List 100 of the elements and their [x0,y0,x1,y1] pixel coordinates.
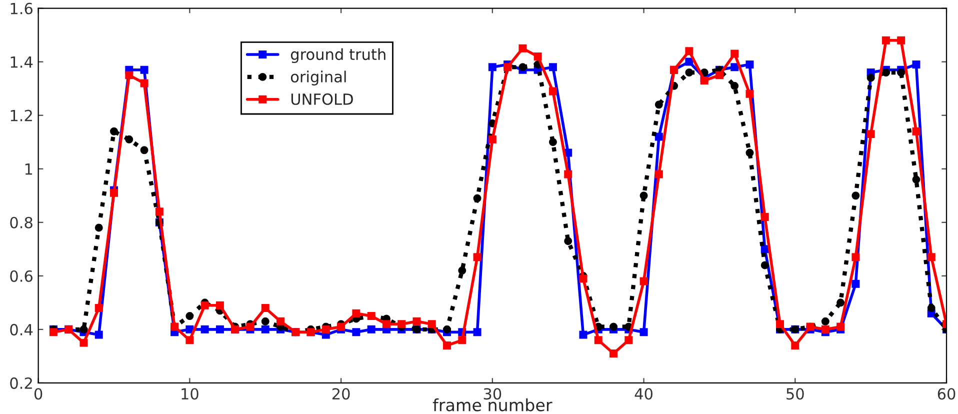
point [398,320,406,328]
point [776,320,784,328]
point [186,325,194,334]
point [261,304,270,312]
point [216,325,224,334]
point [897,36,906,44]
point [110,127,118,136]
point [579,330,588,339]
point [352,328,360,336]
point [261,325,270,334]
point [200,301,209,310]
point [852,253,860,262]
point [852,280,860,288]
point [186,312,194,320]
point [897,68,906,76]
point [640,277,648,286]
point [610,350,618,358]
point [337,322,346,331]
point [382,320,390,328]
legend-label: ground truth [290,48,386,64]
point [140,66,148,74]
point [488,63,496,72]
point [654,170,663,178]
point [791,341,800,350]
point [94,304,103,312]
point [700,76,708,85]
point [200,325,209,334]
x-tick-label: 20 [332,388,350,400]
x-tick-label: 30 [484,388,502,400]
point [564,170,572,178]
point [80,338,88,347]
y-tick-label: 0.2 [10,377,32,389]
point [912,60,920,68]
x-tick-label: 10 [182,388,198,400]
point [730,50,739,58]
point [473,328,482,336]
point [760,213,769,222]
point [640,328,648,336]
x-tick-label: 60 [938,388,956,400]
point [140,146,148,154]
point [927,253,936,262]
point [760,261,769,270]
point [594,336,602,344]
point [746,90,754,98]
point [155,208,164,216]
point [428,320,436,328]
point [261,317,270,326]
point [579,274,588,283]
point [610,322,618,331]
point [836,322,845,331]
point [322,325,330,334]
point [443,341,451,350]
y-tick-label: 1.2 [10,110,32,122]
y-tick-label: 0.6 [10,270,32,282]
point [852,192,860,200]
point [882,68,890,76]
point [882,36,890,44]
point [94,224,103,232]
point [367,325,376,334]
point [927,304,936,312]
point [685,58,694,66]
point [730,82,739,90]
legend-label: UNFOLD [291,93,353,105]
x-tick-label: 0 [34,388,42,400]
point [548,87,557,96]
point [685,47,694,56]
point [912,127,920,136]
point [473,194,482,202]
legend-label: original [290,70,346,86]
point [458,336,466,344]
point [186,336,194,344]
point [276,317,284,326]
y-tick-label: 1.6 [10,2,32,14]
point [125,135,134,144]
point [715,71,724,80]
point [866,130,875,138]
point [866,74,875,82]
point [518,44,527,52]
point [125,71,134,80]
point [548,138,557,146]
point [654,100,663,109]
point [488,135,496,144]
point [746,148,754,157]
point [730,63,739,72]
point [654,132,663,141]
y-tick-label: 0.8 [10,216,32,228]
point [518,63,527,72]
point [246,322,254,331]
point [352,309,360,318]
point [80,325,88,334]
point [836,298,845,307]
point [548,63,557,72]
point [685,68,694,76]
point [458,266,466,275]
x-tick-label: 40 [634,388,652,400]
point [443,325,451,334]
point [564,237,572,246]
point [94,330,103,339]
point [49,328,58,336]
point [624,336,633,344]
